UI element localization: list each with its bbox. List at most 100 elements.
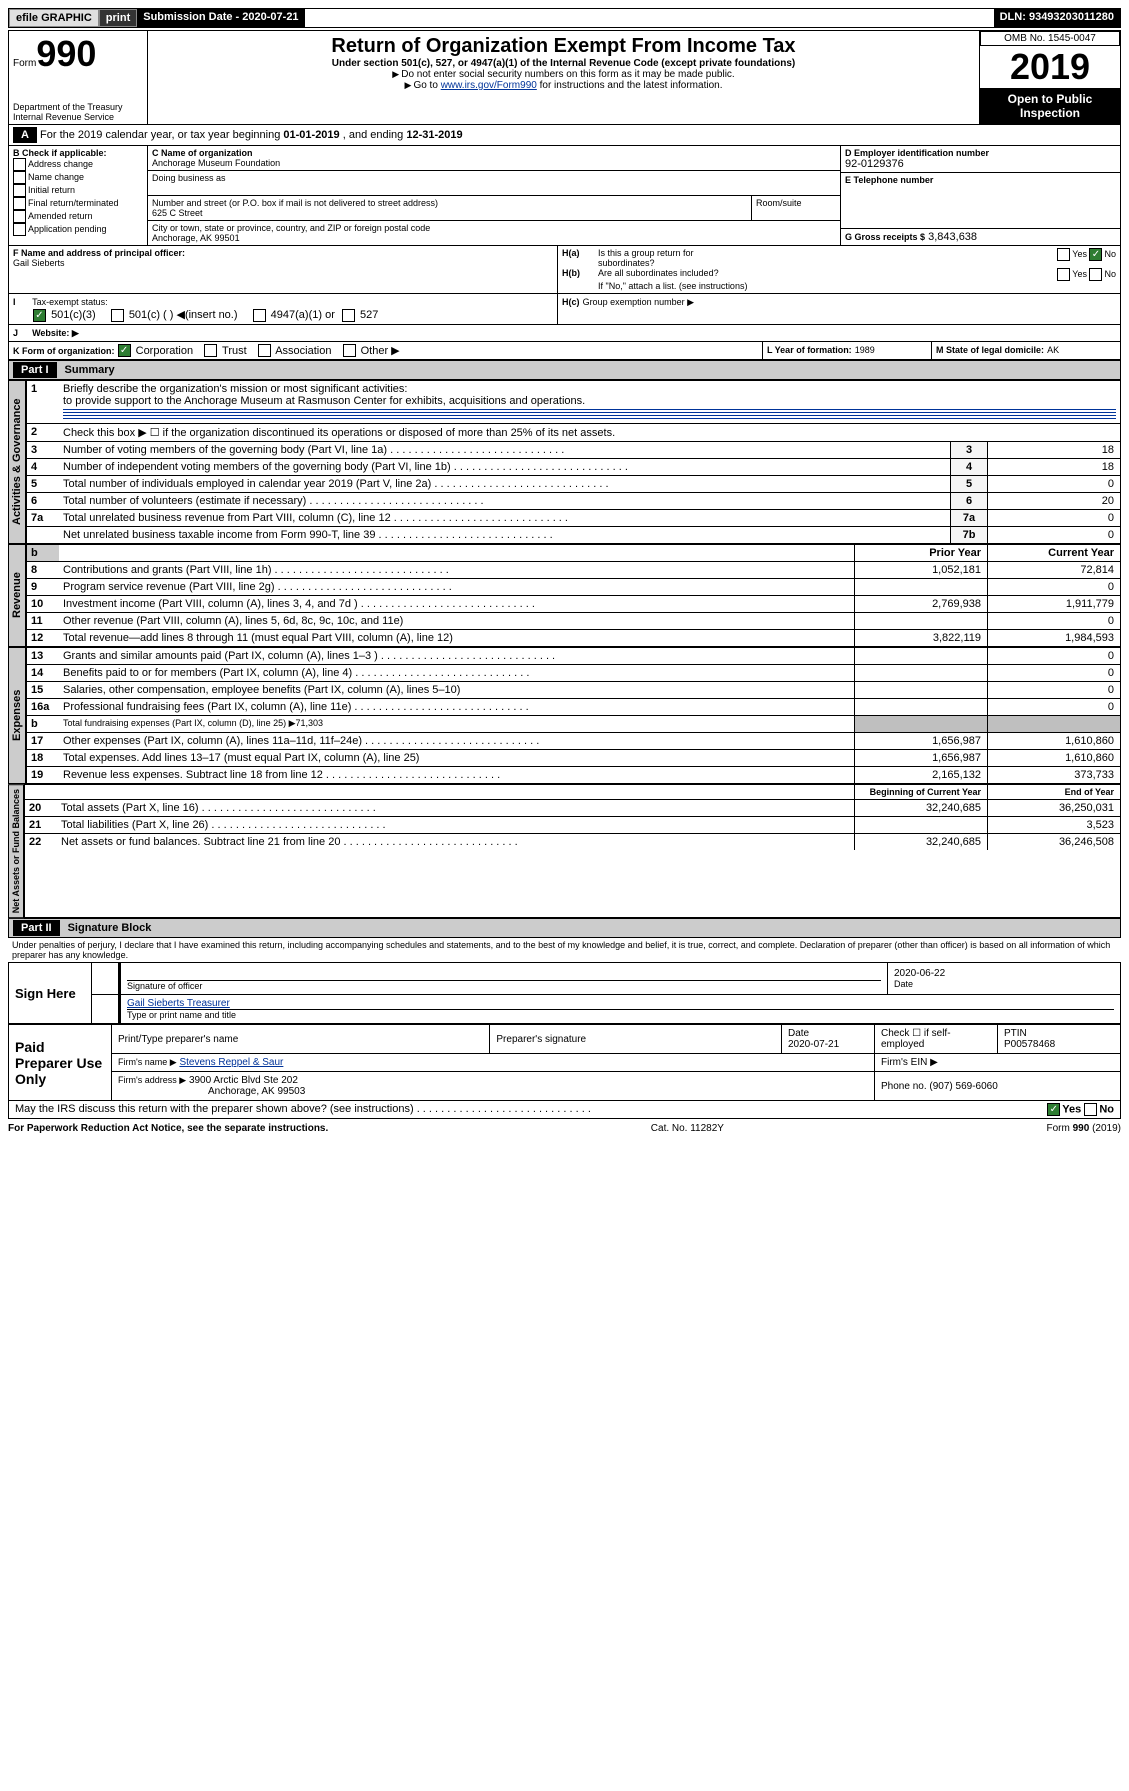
officer-group-block: F Name and address of principal officer:… <box>8 246 1121 294</box>
state-domicile: AK <box>1047 345 1059 355</box>
l11-text: Other revenue (Part VIII, column (A), li… <box>59 613 854 629</box>
discuss-yes-check[interactable]: ✓ <box>1047 1103 1060 1116</box>
sig-officer-label: Signature of officer <box>127 981 881 991</box>
chk-name-change[interactable]: Name change <box>28 172 84 182</box>
phone-value: (907) 569-6060 <box>929 1081 997 1092</box>
firm-addr1: 3900 Arctic Blvd Ste 202 <box>189 1075 298 1086</box>
note-goto-post: for instructions and the latest informat… <box>537 80 723 91</box>
dept-treasury: Department of the Treasury <box>13 102 143 112</box>
ein-value: 92-0129376 <box>845 158 1116 170</box>
gross-receipts: 3,843,638 <box>928 231 977 243</box>
expenses-section: Expenses 13Grants and similar amounts pa… <box>8 647 1121 784</box>
opt-4947: 4947(a)(1) or <box>271 309 335 321</box>
firm-name-link[interactable]: Stevens Reppel & Saur <box>179 1057 283 1068</box>
hc-text: Group exemption number ▶ <box>583 297 694 307</box>
opt-trust: Trust <box>222 345 247 357</box>
l20-end: 36,250,031 <box>987 800 1120 816</box>
identity-block: B Check if applicable: Address change Na… <box>8 146 1121 246</box>
governance-section: Activities & Governance 1 Briefly descri… <box>8 380 1121 544</box>
hb-text: Are all subordinates included? <box>598 268 719 278</box>
l15-current: 0 <box>987 682 1120 698</box>
paid-preparer-table: Paid Preparer Use Only Print/Type prepar… <box>8 1024 1121 1101</box>
dept-irs: Internal Revenue Service <box>13 112 143 122</box>
paid-preparer-label: Paid Preparer Use Only <box>9 1025 112 1101</box>
l14-text: Benefits paid to or for members (Part IX… <box>59 665 854 681</box>
chk-final-return[interactable]: Final return/terminated <box>28 198 119 208</box>
box-g-label: G Gross receipts $ <box>845 232 925 242</box>
hb-yes: Yes <box>1072 269 1087 279</box>
website-block: J Website: ▶ <box>8 325 1121 342</box>
firm-ein-label: Firm's EIN ▶ <box>875 1054 1121 1072</box>
officer-name-link[interactable]: Gail Sieberts Treasurer <box>127 998 230 1009</box>
hb-no: No <box>1104 269 1116 279</box>
sig-date: 2020-06-22 <box>894 968 1114 979</box>
sign-here-table: Sign Here Signature of officer 2020-06-2… <box>8 962 1121 1024</box>
chk-application-pending[interactable]: Application pending <box>28 224 107 234</box>
l21-beg <box>854 817 987 833</box>
l14-current: 0 <box>987 665 1120 681</box>
chk-amended-return[interactable]: Amended return <box>28 211 93 221</box>
principal-officer: Gail Sieberts <box>13 258 553 268</box>
box-l-label: L Year of formation: <box>767 345 852 355</box>
dln-box: DLN: 93493203011280 <box>994 9 1120 27</box>
l17-prior: 1,656,987 <box>854 733 987 749</box>
discuss-yes: Yes <box>1062 1104 1081 1116</box>
note-ssn: Do not enter social security numbers on … <box>401 69 734 80</box>
open-public-inspection: Open to Public Inspection <box>980 88 1120 124</box>
section-a-letter: A <box>13 127 37 143</box>
chk-501c3[interactable]: ✓ <box>33 309 46 322</box>
l18-text: Total expenses. Add lines 13–17 (must eq… <box>59 750 854 766</box>
l2-text: Check this box ▶ ☐ if the organization d… <box>59 424 1120 441</box>
l22-text: Net assets or fund balances. Subtract li… <box>57 834 854 850</box>
sig-date-label: Date <box>894 979 1114 989</box>
l5-text: Total number of individuals employed in … <box>59 476 950 492</box>
org-name: Anchorage Museum Foundation <box>152 158 836 168</box>
city-label: City or town, state or province, country… <box>152 223 836 233</box>
l11-prior <box>854 613 987 629</box>
opt-other: Other ▶ <box>361 345 400 357</box>
l9-current: 0 <box>987 579 1120 595</box>
form-number: 990 <box>36 33 96 74</box>
note-goto-pre: Go to <box>413 80 440 91</box>
print-button[interactable]: print <box>99 9 137 27</box>
l18-current: 1,610,860 <box>987 750 1120 766</box>
l12-prior: 3,822,119 <box>854 630 987 646</box>
form990-link[interactable]: www.irs.gov/Form990 <box>441 80 537 91</box>
l13-prior <box>854 648 987 664</box>
col-beginning: Beginning of Current Year <box>854 785 987 799</box>
efile-graphic-button[interactable]: efile GRAPHIC <box>9 9 99 27</box>
chk-address-change[interactable]: Address change <box>28 159 93 169</box>
opt-501c: 501(c) ( ) ◀(insert no.) <box>129 309 238 321</box>
l21-text: Total liabilities (Part X, line 26) <box>57 817 854 833</box>
l10-current: 1,911,779 <box>987 596 1120 612</box>
l1-label: Briefly describe the organization's miss… <box>63 383 407 395</box>
form-word: Form <box>13 58 36 69</box>
l20-text: Total assets (Part X, line 16) <box>57 800 854 816</box>
part2-bar: Part II Signature Block <box>8 918 1121 938</box>
side-governance: Activities & Governance <box>8 380 26 544</box>
ptin-label: PTIN <box>1004 1028 1027 1039</box>
ha-yes: Yes <box>1072 249 1087 259</box>
box-i-label: Tax-exempt status: <box>32 297 108 307</box>
l15-text: Salaries, other compensation, employee b… <box>59 682 854 698</box>
part1-label: Part I <box>13 362 57 378</box>
submission-date-value: 2020-07-21 <box>242 11 298 23</box>
l7a-text: Total unrelated business revenue from Pa… <box>59 510 950 526</box>
form-header: Form990 Department of the Treasury Inter… <box>8 30 1121 125</box>
l11-current: 0 <box>987 613 1120 629</box>
l4-text: Number of independent voting members of … <box>59 459 950 475</box>
tax-status-block: I Tax-exempt status: ✓ 501(c)(3) 501(c) … <box>8 294 1121 325</box>
l4-val: 18 <box>987 459 1120 475</box>
hb-note: If "No," attach a list. (see instruction… <box>562 281 1116 291</box>
tax-year-text-mid: , and ending <box>343 129 407 141</box>
firm-addr-label: Firm's address ▶ <box>118 1075 186 1085</box>
chk-initial-return[interactable]: Initial return <box>28 185 75 195</box>
l12-current: 1,984,593 <box>987 630 1120 646</box>
l17-current: 1,610,860 <box>987 733 1120 749</box>
l16a-current: 0 <box>987 699 1120 715</box>
ha-text: Is this a group return for <box>598 248 694 258</box>
chk-corporation[interactable]: ✓ <box>118 344 131 357</box>
box-k-label: K Form of organization: <box>13 346 115 356</box>
dln-value: 93493203011280 <box>1029 11 1114 23</box>
l19-text: Revenue less expenses. Subtract line 18 … <box>59 767 854 783</box>
